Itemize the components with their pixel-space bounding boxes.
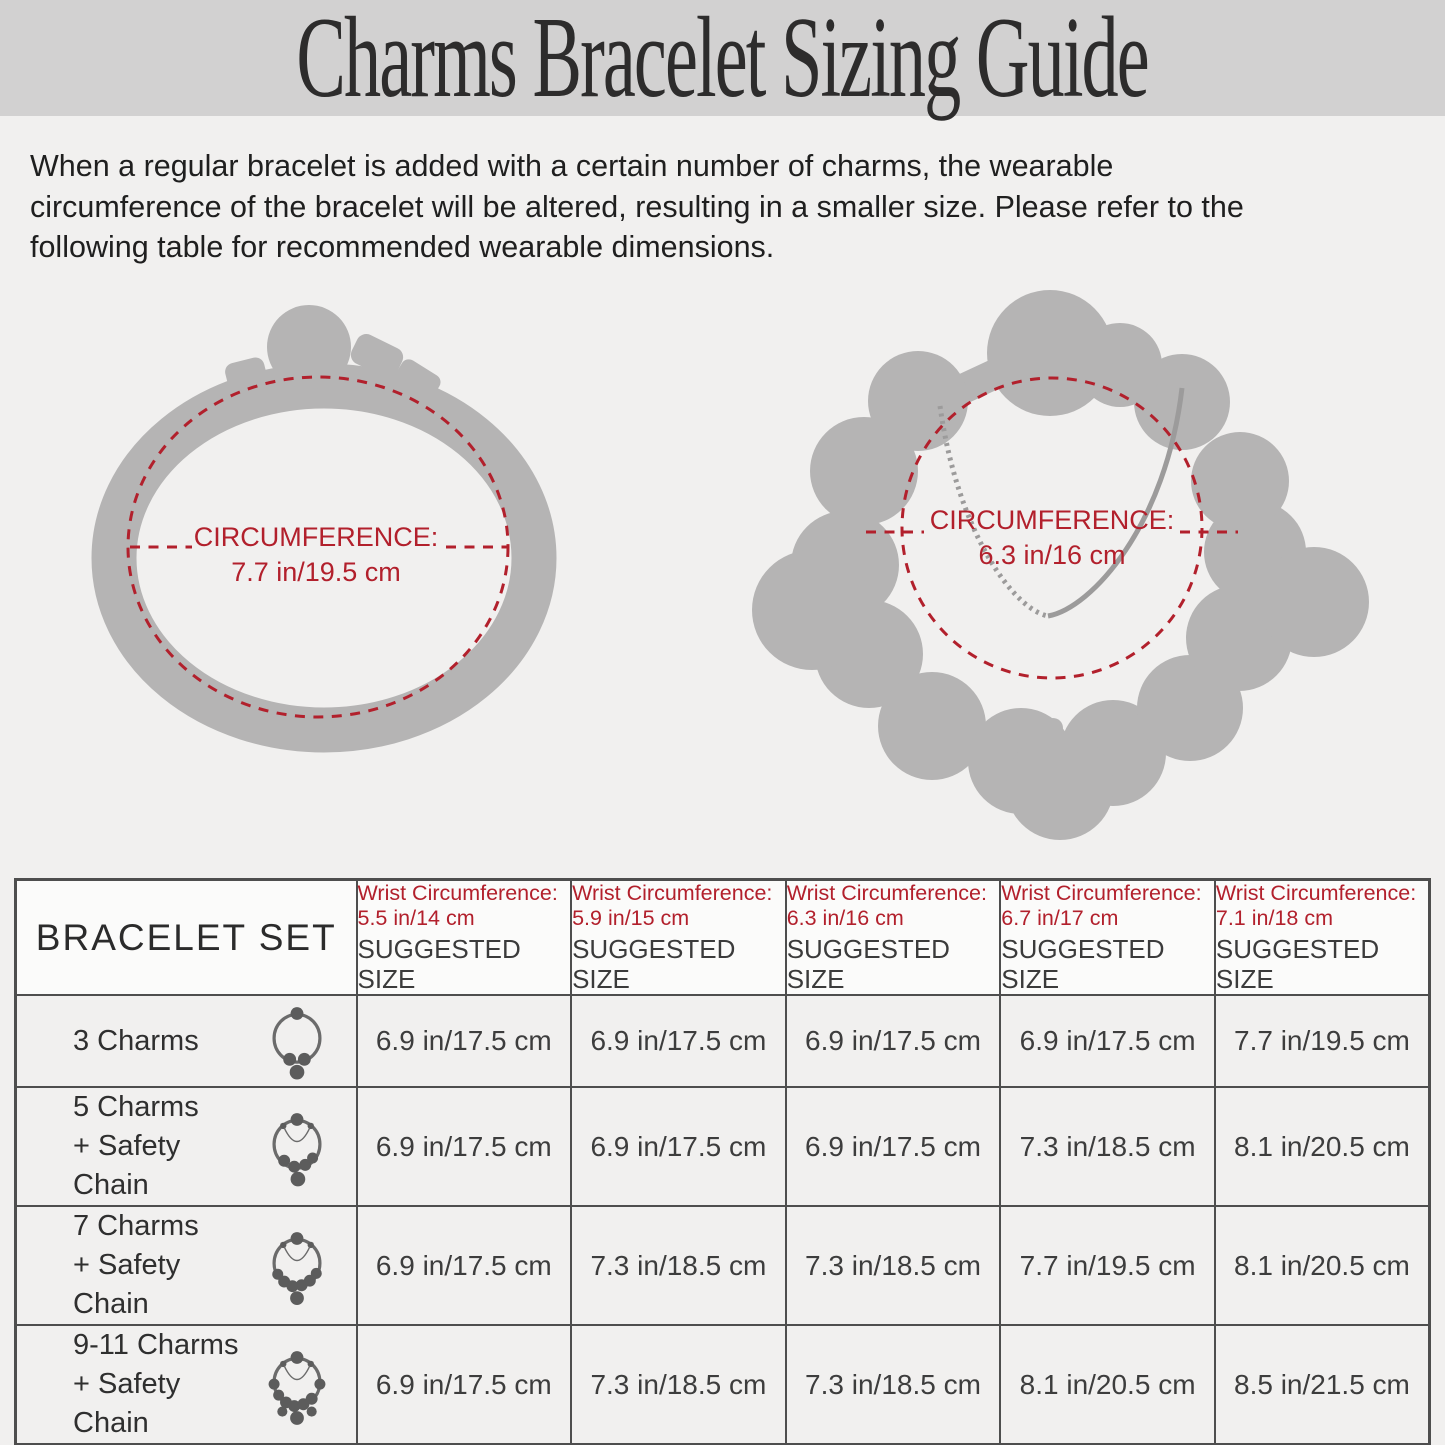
- page-title: Charms Bracelet Sizing Guide: [296, 0, 1150, 122]
- wrist-circumference-label: Wrist Circumference:: [357, 881, 558, 905]
- size-cell: 7.3 in/18.5 cm: [570, 1205, 787, 1326]
- size-cell: 7.3 in/18.5 cm: [570, 1324, 787, 1445]
- bracelet-set-label: 9-11 Charms + Safety Chain: [73, 1329, 239, 1439]
- size-cell: 7.3 in/18.5 cm: [784, 1324, 1002, 1445]
- intro-line: circumference of the bracelet will be al…: [30, 189, 1244, 224]
- intro-line: When a regular bracelet is added with a …: [30, 149, 1114, 183]
- size-cell: 7.7 in/19.5 cm: [999, 1205, 1216, 1326]
- size-cell: 6.9 in/17.5 cm: [355, 1205, 573, 1326]
- charm-bracelet-icon: [752, 290, 1369, 840]
- bracelet-set-label: 3 Charms: [73, 1024, 199, 1057]
- circumference-label: CIRCUMFERENCE:: [929, 505, 1175, 535]
- plain-bracelet-icon: [91, 305, 557, 753]
- size-cell: 6.9 in/17.5 cm: [784, 1086, 1002, 1207]
- column-header-wrist-5-5: Wrist Circumference: 5.5 in/14 cm SUGGES…: [355, 878, 573, 996]
- suggested-size-label: SUGGESTED SIZE: [572, 934, 736, 994]
- bracelet-set-cell: 9-11 Charms + Safety Chain: [14, 1324, 358, 1445]
- size-cell: 8.1 in/20.5 cm: [1213, 1205, 1431, 1326]
- size-cell: 6.9 in/17.5 cm: [784, 994, 1002, 1088]
- size-cell: 6.9 in/17.5 cm: [355, 1324, 573, 1445]
- size-cell: 8.5 in/21.5 cm: [1213, 1324, 1431, 1445]
- suggested-size-label: SUGGESTED SIZE: [1215, 934, 1380, 994]
- circumference-value: 7.7 in/19.5 cm: [231, 556, 401, 587]
- sizing-table: BRACELET SET Wrist Circumference: 5.5 in…: [14, 878, 1431, 1445]
- table-row: 5 Charms + Safety Chain: [14, 1086, 1431, 1207]
- size-cell: 6.9 in/17.5 cm: [355, 1086, 573, 1207]
- column-header-bracelet-set: BRACELET SET: [14, 878, 358, 996]
- plain-bracelet-circumference: CIRCUMFERENCE: 7.7 in/19.5 cm: [116, 520, 516, 589]
- bracelet-9-11-charms-safety-chain-icon: [268, 1350, 325, 1425]
- circumference-value: 6.3 in/16 cm: [978, 539, 1126, 570]
- column-header-wrist-6-7: Wrist Circumference: 6.7 in/17 cm SUGGES…: [999, 878, 1216, 996]
- wrist-circumference-value: 6.3 in/16 cm: [786, 906, 904, 930]
- size-cell: 8.1 in/20.5 cm: [1213, 1086, 1431, 1207]
- title-band: Charms Bracelet Sizing Guide: [0, 0, 1445, 116]
- bracelet-5-charms-safety-chain-icon: [271, 1112, 322, 1186]
- bracelet-set-cell: 3 Charms: [14, 994, 358, 1088]
- bracelet-set-cell: 5 Charms + Safety Chain: [14, 1086, 358, 1207]
- column-header-wrist-5-9: Wrist Circumference: 5.9 in/15 cm SUGGES…: [570, 878, 787, 996]
- bracelet-3-charms-icon: [271, 1007, 322, 1080]
- suggested-size-label: SUGGESTED SIZE: [1001, 934, 1165, 994]
- size-cell: 6.9 in/17.5 cm: [570, 994, 787, 1088]
- bracelet-set-label: 7 Charms + Safety Chain: [73, 1210, 199, 1320]
- size-cell: 7.7 in/19.5 cm: [1213, 994, 1431, 1088]
- wrist-circumference-label: Wrist Circumference:: [1001, 881, 1202, 905]
- header-row: BRACELET SET Wrist Circumference: 5.5 in…: [14, 878, 1431, 996]
- wrist-circumference-value: 5.5 in/14 cm: [357, 906, 475, 930]
- wrist-circumference-value: 6.7 in/17 cm: [1001, 906, 1119, 930]
- table-row: 3 Charms 6.9 in/17.5 cm 6.9 in/17.5: [14, 994, 1431, 1088]
- charm-bracelet-circumference: CIRCUMFERENCE: 6.3 in/16 cm: [852, 503, 1252, 572]
- size-cell: 8.1 in/20.5 cm: [999, 1324, 1216, 1445]
- column-header-wrist-7-1: Wrist Circumference: 7.1 in/18 cm SUGGES…: [1213, 878, 1431, 996]
- suggested-size-label: SUGGESTED SIZE: [786, 934, 950, 994]
- bracelet-7-charms-safety-chain-icon: [271, 1231, 322, 1305]
- bracelet-set-cell: 7 Charms + Safety Chain: [14, 1205, 358, 1326]
- size-cell: 6.9 in/17.5 cm: [999, 994, 1216, 1088]
- size-cell: 7.3 in/18.5 cm: [784, 1205, 1002, 1326]
- wrist-circumference-value: 5.9 in/15 cm: [572, 906, 690, 930]
- intro-line: following table for recommended wearable…: [30, 230, 775, 264]
- suggested-size-label: SUGGESTED SIZE: [357, 934, 521, 994]
- wrist-circumference-value: 7.1 in/18 cm: [1215, 906, 1333, 930]
- size-cell: 6.9 in/17.5 cm: [570, 1086, 787, 1207]
- wrist-circumference-label: Wrist Circumference:: [1215, 881, 1417, 905]
- table-row: 9-11 Charms + Safety Chain: [14, 1324, 1431, 1445]
- wrist-circumference-label: Wrist Circumference:: [572, 881, 773, 905]
- size-cell: 7.3 in/18.5 cm: [999, 1086, 1216, 1207]
- table-row: 7 Charms + Safety Chain: [14, 1205, 1431, 1326]
- circumference-label: CIRCUMFERENCE:: [193, 522, 439, 552]
- intro-text: When a regular bracelet is added with a …: [30, 146, 1430, 268]
- size-cell: 6.9 in/17.5 cm: [355, 994, 573, 1088]
- column-header-wrist-6-3: Wrist Circumference: 6.3 in/16 cm SUGGES…: [784, 878, 1002, 996]
- wrist-circumference-label: Wrist Circumference:: [786, 881, 987, 905]
- bracelet-set-label: 5 Charms + Safety Chain: [73, 1091, 199, 1201]
